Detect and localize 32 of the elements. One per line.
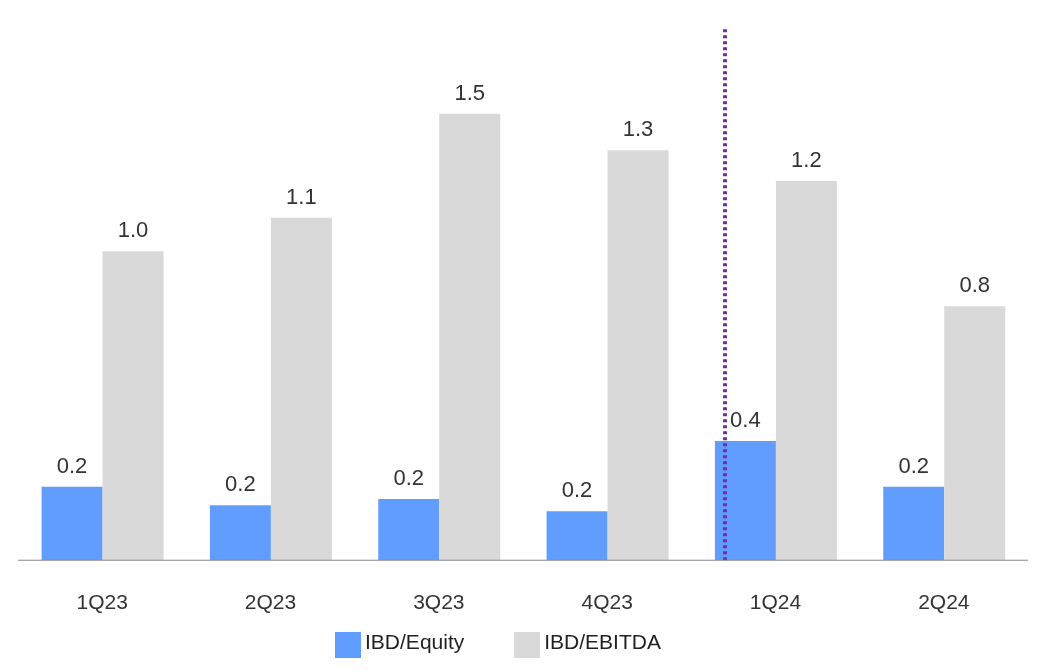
data-label: 0.2 <box>393 465 425 491</box>
bar <box>775 180 837 561</box>
bar <box>944 306 1006 561</box>
data-label: 0.2 <box>898 452 930 478</box>
bar <box>102 251 164 561</box>
x-tick-label: 3Q23 <box>413 590 465 614</box>
data-label: 1.1 <box>286 183 317 209</box>
x-tick-label: 2Q24 <box>918 590 970 614</box>
x-tick-label: 2Q23 <box>244 590 297 614</box>
bar <box>546 511 608 561</box>
x-tick-label: 4Q23 <box>581 590 633 614</box>
x-tick-label: 1Q24 <box>749 590 802 614</box>
data-label: 1.5 <box>454 79 486 105</box>
bar <box>607 150 669 561</box>
legend-label: IBD/EBITDA <box>544 630 661 654</box>
legend-label: IBD/Equity <box>365 630 465 654</box>
data-label: 0.4 <box>730 406 761 432</box>
data-label: 1.0 <box>117 217 149 243</box>
bar <box>41 486 103 561</box>
data-label: 1.3 <box>622 116 654 142</box>
data-label: 0.2 <box>56 452 88 478</box>
bar <box>439 113 501 561</box>
data-label: 1.2 <box>791 146 822 172</box>
data-label: 0.2 <box>225 471 256 497</box>
bar <box>270 217 332 561</box>
bar <box>209 505 271 561</box>
bar <box>378 499 440 561</box>
data-label: 0.8 <box>959 272 991 298</box>
data-label: 0.2 <box>561 477 593 503</box>
bar <box>714 440 776 561</box>
bar <box>883 486 945 561</box>
x-tick-label: 1Q23 <box>76 590 128 614</box>
